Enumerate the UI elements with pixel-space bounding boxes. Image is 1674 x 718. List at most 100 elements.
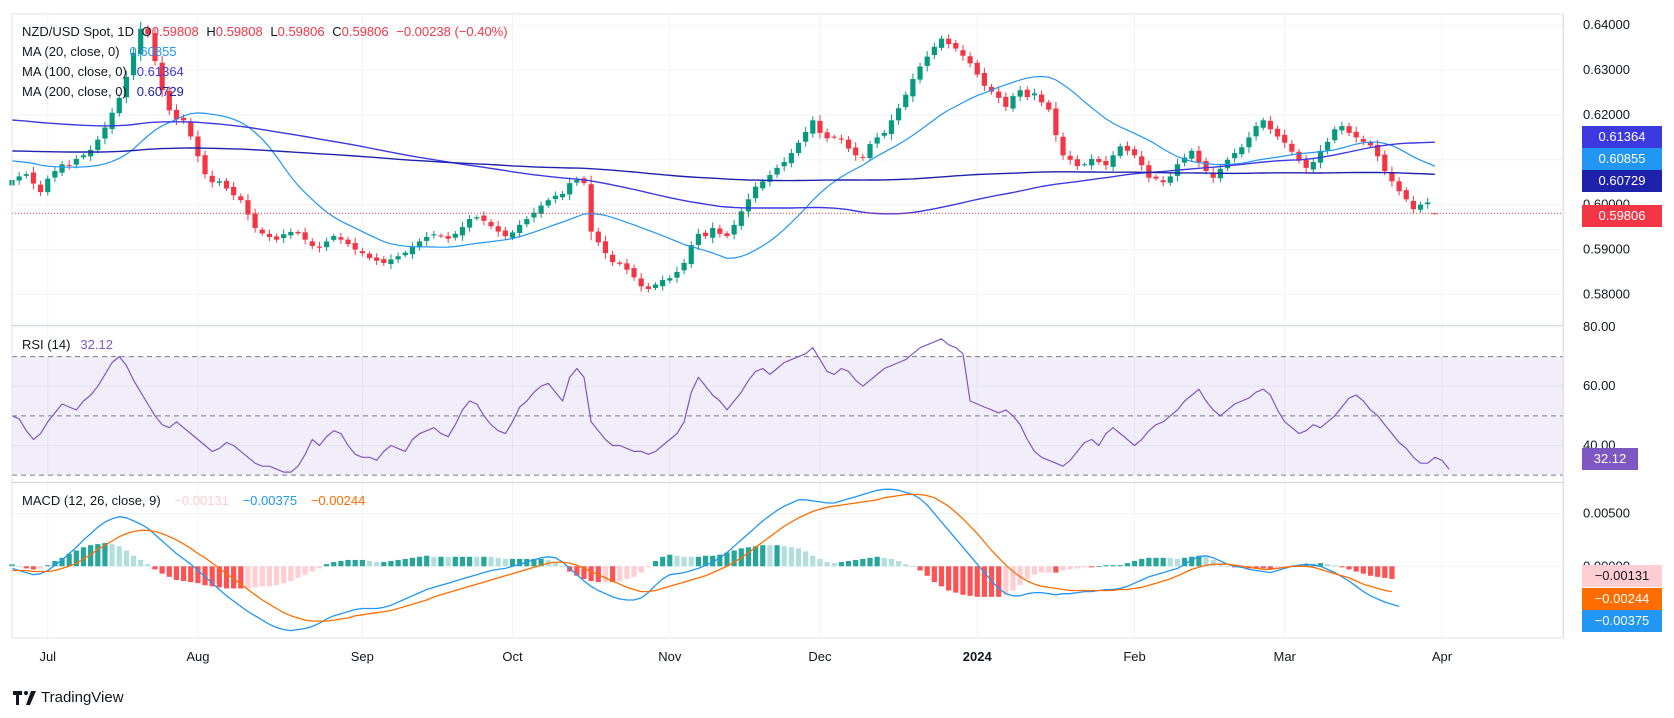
candle-body xyxy=(1146,165,1152,178)
tradingview-logo[interactable]: TradingView xyxy=(13,689,124,706)
candle-body xyxy=(1131,149,1138,156)
ma200-legend[interactable]: MA (200, close, 0) 0.60729 xyxy=(22,84,188,99)
branding-text: TradingView xyxy=(41,689,124,706)
macd-histogram-bar xyxy=(981,566,987,597)
macd-histogram-bar xyxy=(910,566,916,568)
candle-body xyxy=(988,86,995,92)
macd-histogram-bar xyxy=(281,566,287,584)
rsi-band xyxy=(12,356,1563,476)
macd-histogram-bar xyxy=(481,556,487,567)
candle-body xyxy=(209,175,215,183)
candle-body xyxy=(1031,93,1038,96)
candle-body xyxy=(974,62,980,75)
candle-body xyxy=(1110,155,1116,167)
candle-body xyxy=(960,50,966,56)
macd-histogram-bar xyxy=(917,566,923,571)
macd-histogram-bar xyxy=(731,550,737,567)
macd-histogram-bar xyxy=(581,566,587,579)
candle-body xyxy=(374,257,380,261)
candle-body xyxy=(953,42,959,49)
candle-body xyxy=(1353,131,1359,138)
macd-histogram-bar xyxy=(1039,566,1045,573)
symbol-label[interactable]: NZD/USD Spot, 1D xyxy=(22,24,134,39)
macd-hist-value: −0.00131 xyxy=(174,493,229,508)
macd-histogram-bar xyxy=(30,566,37,570)
candle-body xyxy=(1117,146,1123,156)
macd-histogram-bar xyxy=(1060,566,1066,571)
macd-histogram-bar xyxy=(409,557,415,567)
macd-histogram-bar xyxy=(845,561,852,567)
macd-histogram-bar xyxy=(388,561,394,567)
candle-body xyxy=(531,212,537,218)
candle-body xyxy=(1339,126,1345,131)
candle-body xyxy=(788,153,794,164)
ma100-legend[interactable]: MA (100, close, 0) 0.61364 xyxy=(22,64,188,79)
macd-histogram-bar xyxy=(238,566,244,589)
macd-histogram-bar xyxy=(960,566,966,595)
candle-body xyxy=(595,231,601,243)
macd-histogram-bar xyxy=(23,566,29,569)
candle-body xyxy=(795,142,802,154)
macd-histogram-bar xyxy=(1053,566,1059,573)
macd-histogram-bar xyxy=(1274,566,1281,569)
candle-body xyxy=(145,28,151,35)
indicator-lines xyxy=(11,75,1563,632)
ohlc-legend: NZD/USD Spot, 1D O0.59808 H0.59808 L0.59… xyxy=(22,24,516,39)
candle-body xyxy=(1389,172,1395,182)
macd-histogram-bar xyxy=(359,559,365,567)
candle-body xyxy=(73,158,79,165)
macd-histogram-bar xyxy=(1031,566,1038,575)
macd-histogram-bar xyxy=(1375,566,1381,577)
macd-histogram-bar xyxy=(1146,557,1152,567)
candle-body xyxy=(581,178,587,184)
price-axis-label: 0.64000 xyxy=(1583,17,1630,32)
macd-histogram-bar xyxy=(717,554,723,567)
candle-body xyxy=(1367,142,1374,146)
candle-body xyxy=(445,236,451,239)
candle-body xyxy=(509,232,516,238)
candle-body xyxy=(1096,158,1102,163)
candle-body xyxy=(917,66,923,80)
candle-body xyxy=(295,232,301,234)
macd-legend[interactable]: MACD (12, 26, close, 9) −0.00131 −0.0037… xyxy=(22,493,369,508)
macd-histogram-bar xyxy=(1024,566,1030,579)
macd-histogram-bar xyxy=(824,562,830,567)
time-axis-label: Jul xyxy=(39,649,56,664)
candle-body xyxy=(1103,160,1109,166)
macd-histogram-bar xyxy=(402,558,408,567)
candle-body xyxy=(416,241,423,248)
candle-body xyxy=(474,217,480,219)
macd-histogram-bar xyxy=(252,566,258,588)
macd-histogram-bar xyxy=(903,564,909,567)
candlestick-series xyxy=(9,21,1438,293)
time-axis-label: Nov xyxy=(658,649,682,664)
candle-body xyxy=(1267,120,1273,130)
ma20-legend[interactable]: MA (20, close, 0) 0.60855 xyxy=(22,44,181,59)
time-axis-label: Aug xyxy=(186,649,209,664)
candle-body xyxy=(724,233,730,237)
candle-body xyxy=(1246,137,1252,148)
macd-histogram-bar xyxy=(309,566,315,572)
macd-histogram-bar xyxy=(245,566,251,589)
candle-body xyxy=(352,243,358,250)
high-value: 0.59808 xyxy=(215,24,263,39)
candle-body xyxy=(831,136,837,138)
macd-histogram-bar xyxy=(938,566,945,587)
candle-body xyxy=(345,239,351,245)
candle-body xyxy=(188,121,194,137)
macd-histogram-bar xyxy=(695,556,701,567)
macd-histogram-bar xyxy=(52,561,58,567)
macd-histogram-bar xyxy=(231,566,237,589)
candle-body xyxy=(702,232,709,237)
change-value: −0.00238 (−0.40%) xyxy=(396,24,508,39)
rsi-legend[interactable]: RSI (14) 32.12 xyxy=(22,337,117,352)
macd-histogram-bar xyxy=(831,563,837,567)
macd-histogram-bar xyxy=(431,556,437,567)
macd-histogram-bar xyxy=(660,556,666,567)
candle-body xyxy=(1260,120,1266,128)
candle-body xyxy=(324,241,330,248)
candle-body xyxy=(338,237,344,240)
pane-frames xyxy=(11,13,1564,639)
macd-histogram-bar xyxy=(338,561,344,567)
